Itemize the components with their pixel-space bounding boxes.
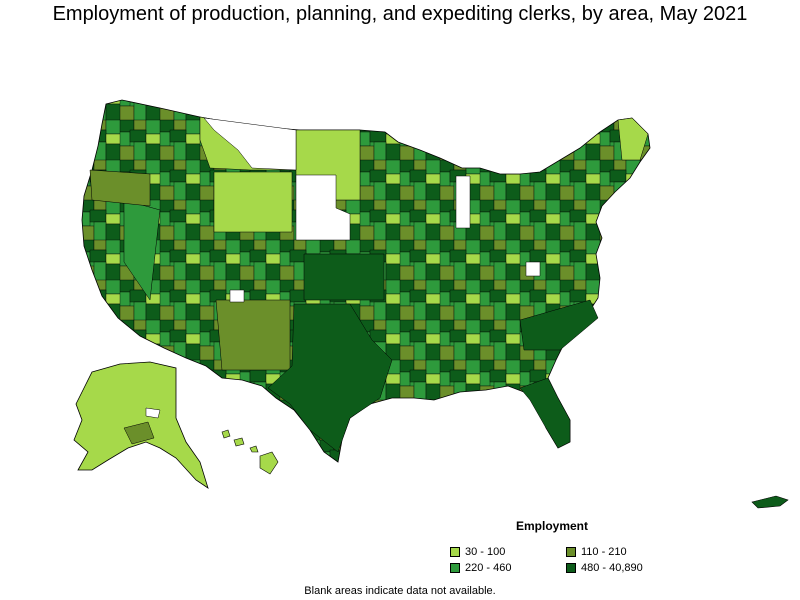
- region-maine: [617, 117, 649, 161]
- blank-area-new-mexico: [229, 289, 245, 303]
- blank-area-kentucky: [525, 261, 541, 277]
- legend-label: 480 - 40,890: [581, 562, 643, 574]
- blank-area-lake-michigan: [455, 175, 471, 229]
- footnote: Blank areas indicate data not available.: [304, 585, 496, 597]
- legend-label: 30 - 100: [465, 546, 506, 558]
- blank-area-dakota-nebraska: [295, 174, 351, 241]
- legend-swatch-icon: [566, 547, 576, 557]
- puerto-rico-shape: [751, 495, 789, 509]
- legend-label: 220 - 460: [465, 562, 512, 574]
- legend-label: 110 - 210: [581, 546, 627, 558]
- legend-item-30-100: 30 - 100: [450, 546, 505, 558]
- legend-item-220-460: 220 - 460: [450, 562, 511, 574]
- alaska-anchorage-area: [145, 407, 161, 419]
- region-carolinas: [519, 299, 599, 351]
- blank-area-montana: [203, 117, 297, 171]
- map-title: Employment of production, planning, and …: [52, 3, 748, 25]
- region-new-mexico: [215, 299, 291, 371]
- region-wyoming: [213, 171, 293, 233]
- region-florida: [519, 377, 571, 449]
- legend-swatch-icon: [450, 563, 460, 573]
- hawaii-islands: [221, 429, 279, 475]
- legend-swatch-icon: [566, 563, 576, 573]
- alaska-southcentral: [123, 421, 155, 445]
- legend-title: Employment: [516, 519, 589, 533]
- region-kansas: [303, 253, 385, 301]
- legend-item-110-210: 110 - 210: [566, 546, 627, 558]
- region-texas: [267, 303, 393, 453]
- region-nevada: [123, 199, 161, 301]
- legend-swatch-icon: [450, 547, 460, 557]
- region-oregon-east: [89, 169, 151, 207]
- legend-item-480-40890: 480 - 40,890: [566, 562, 643, 574]
